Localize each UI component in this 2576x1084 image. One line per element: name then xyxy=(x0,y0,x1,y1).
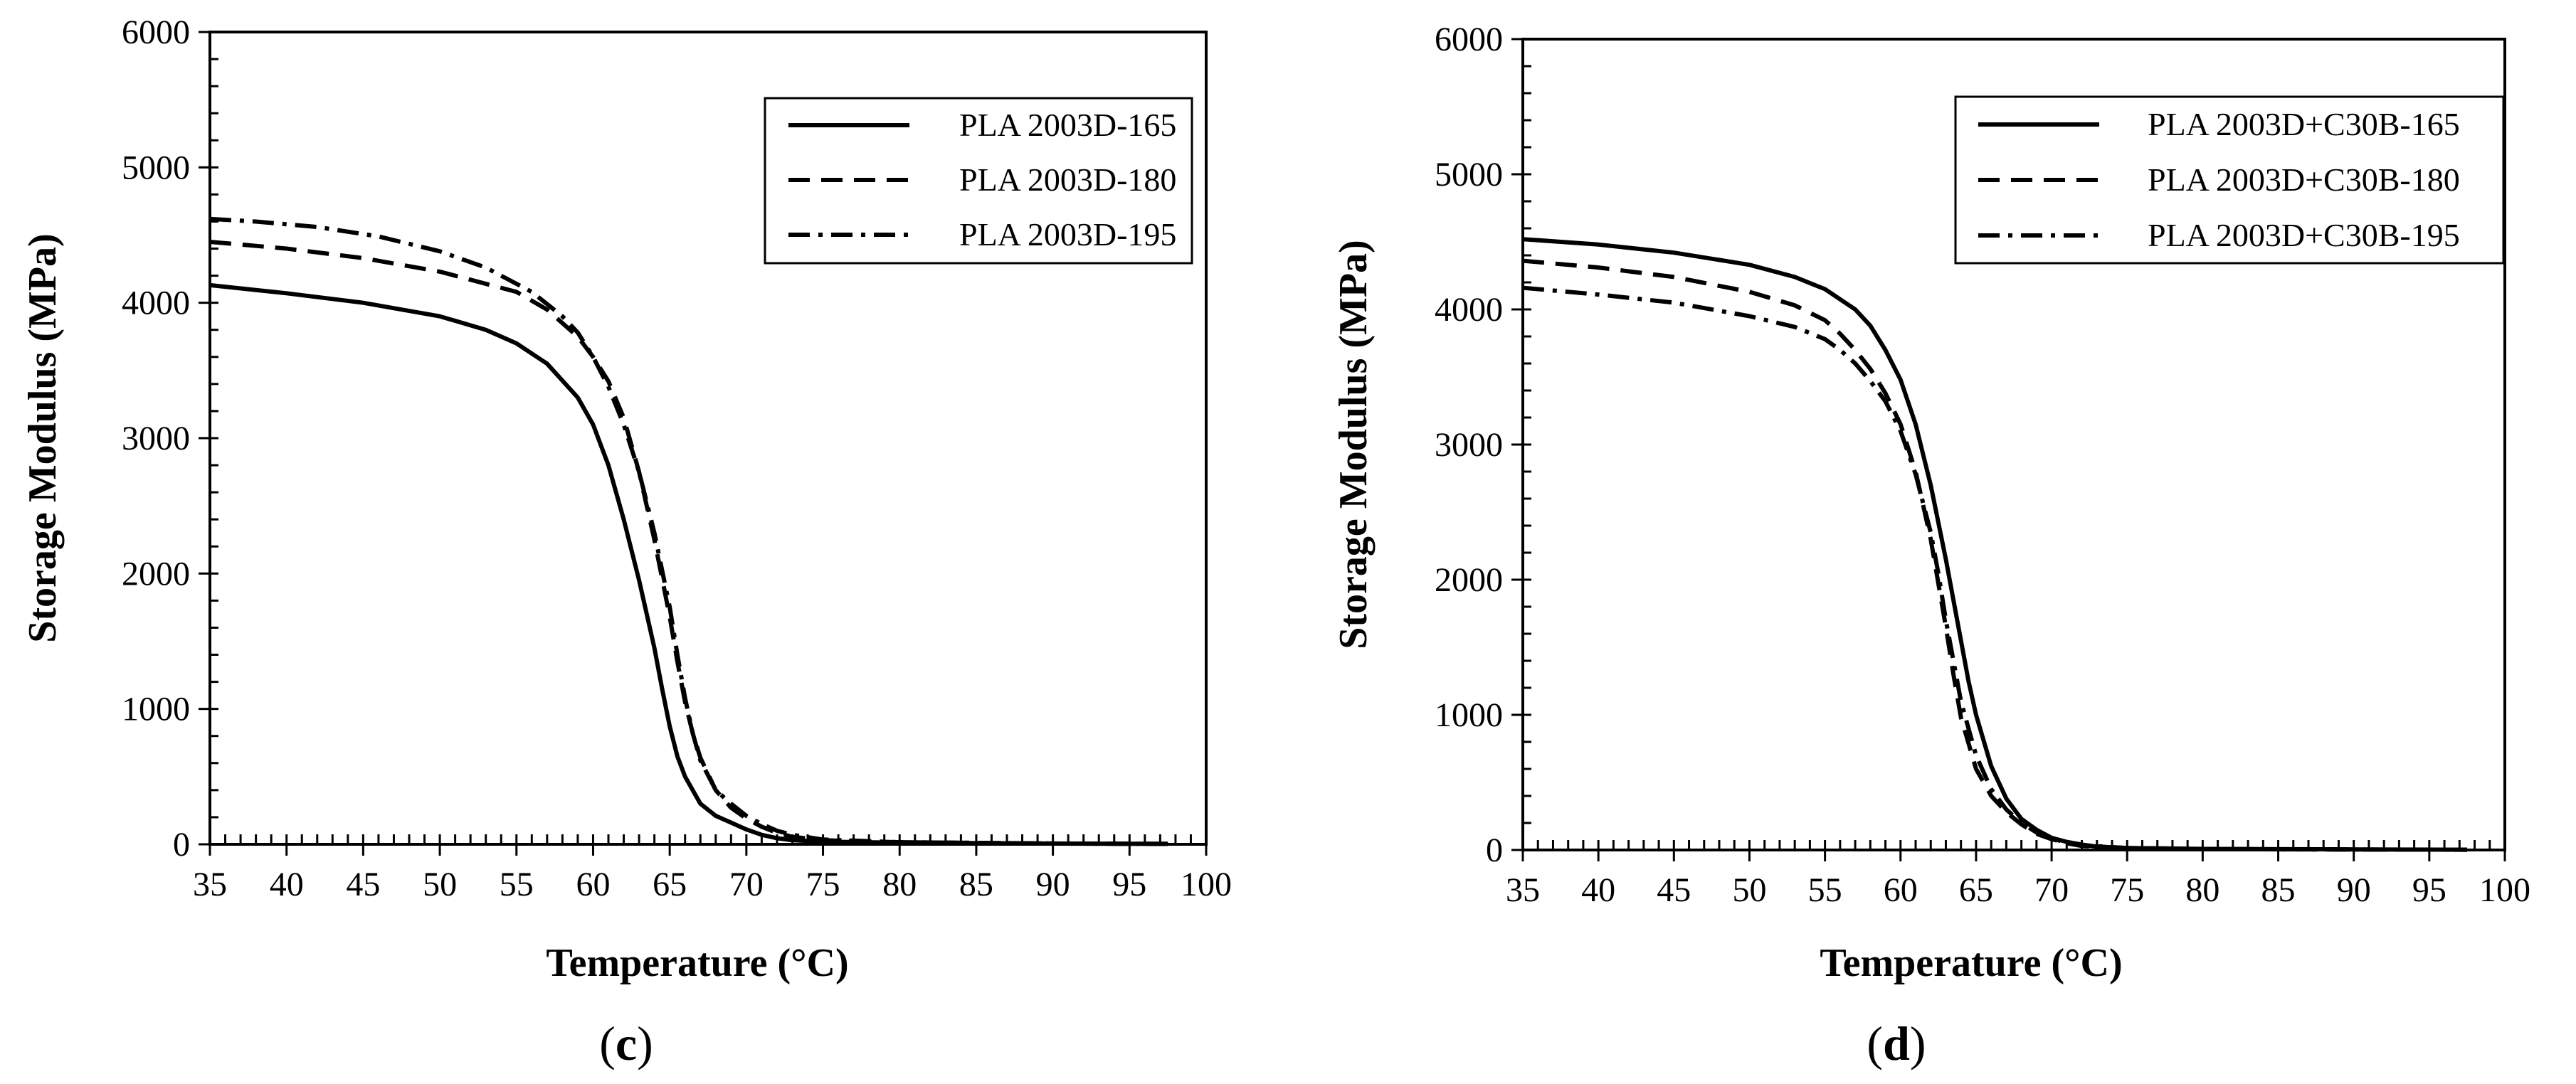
panel-label-letter: c xyxy=(616,1016,637,1070)
x-tick-label: 95 xyxy=(2412,871,2446,909)
x-axis-title: Temperature (°C) xyxy=(1820,941,2122,985)
y-tick-label: 5000 xyxy=(1435,156,1503,193)
series-lines xyxy=(1522,237,2467,852)
x-tick-label: 35 xyxy=(193,866,227,903)
series-line-3 xyxy=(1522,285,2467,852)
x-tick-label: 55 xyxy=(1808,871,1842,909)
panel-label-open: ( xyxy=(599,1016,616,1070)
panel-label-close: ) xyxy=(1910,1016,1926,1070)
y-tick-label: 0 xyxy=(173,826,190,864)
x-tick-label: 100 xyxy=(2479,871,2530,909)
legend: PLA 2003D-165 PLA 2003D-180 PLA 2003D-19… xyxy=(764,97,1193,265)
y-tick-label: 6000 xyxy=(1435,21,1503,58)
y-tick-label: 3000 xyxy=(1435,426,1503,464)
x-tick-label: 90 xyxy=(1036,866,1070,903)
x-tick-label: 95 xyxy=(1112,866,1146,903)
y-tick-label: 4000 xyxy=(122,285,190,322)
x-tick-label: 85 xyxy=(2261,871,2296,909)
chart-panel-d: 35 40 45 50 55 60 65 70 75 80 85 90 95 10001000200030… xyxy=(1331,21,2530,1070)
chart-panel-c: 35 40 45 50 55 60 65 70 75 80 85 90 95 10001000200030… xyxy=(21,14,1232,1070)
y-tick-label: 6000 xyxy=(122,14,190,51)
legend-entry-3: PLA 2003D+C30B-195 xyxy=(2148,217,2460,253)
x-tick-label: 75 xyxy=(806,866,840,903)
x-tick-label: 50 xyxy=(1732,871,1766,909)
y-tick-label: 3000 xyxy=(122,420,190,457)
y-tick-label: 5000 xyxy=(122,149,190,186)
x-tick-label: 80 xyxy=(882,866,917,903)
series-line-1 xyxy=(209,282,1168,846)
axis-ticks: 35 40 45 50 55 60 65 70 75 80 85 90 95 10001000200030… xyxy=(1435,21,2530,909)
x-axis-title: Temperature (°C) xyxy=(546,941,848,985)
y-tick-label: 2000 xyxy=(1435,561,1503,599)
panel-label-open: ( xyxy=(1867,1016,1883,1070)
panel-label-close: ) xyxy=(637,1016,653,1070)
legend-entry-2: PLA 2003D-180 xyxy=(959,161,1176,198)
x-tick-label: 100 xyxy=(1181,866,1232,903)
x-tick-label: 40 xyxy=(270,866,304,903)
x-tick-label: 85 xyxy=(959,866,993,903)
x-tick-label: 40 xyxy=(1581,871,1615,909)
x-tick-label: 90 xyxy=(2337,871,2371,909)
legend-entry-3: PLA 2003D-195 xyxy=(959,216,1176,253)
legend-entry-1: PLA 2003D+C30B-165 xyxy=(2148,106,2460,142)
series-lines xyxy=(209,216,1168,846)
x-tick-label: 60 xyxy=(576,866,610,903)
y-tick-label: 0 xyxy=(1486,831,1503,869)
y-axis-title: Storage Modulus (MPa) xyxy=(1331,240,1376,649)
series-line-1 xyxy=(1522,237,2467,852)
x-tick-label: 65 xyxy=(653,866,687,903)
x-tick-label: 80 xyxy=(2185,871,2219,909)
y-tick-label: 2000 xyxy=(122,555,190,593)
y-tick-label: 1000 xyxy=(1435,696,1503,734)
y-tick-label: 1000 xyxy=(122,691,190,728)
legend: PLA 2003D+C30B-165 PLA 2003D+C30B-180 PL… xyxy=(1954,95,2505,265)
x-tick-label: 60 xyxy=(1884,871,1918,909)
series-line-2 xyxy=(209,240,1168,846)
panel-label: (c) xyxy=(599,1016,653,1070)
x-tick-label: 75 xyxy=(2110,871,2144,909)
x-tick-label: 70 xyxy=(729,866,764,903)
panel-label-letter: d xyxy=(1883,1016,1910,1070)
legend-entry-1: PLA 2003D-165 xyxy=(959,107,1176,143)
series-line-3 xyxy=(209,216,1168,846)
x-tick-label: 35 xyxy=(1506,871,1540,909)
axis-ticks: 35 40 45 50 55 60 65 70 75 80 85 90 95 10001000200030… xyxy=(122,14,1232,903)
x-tick-label: 55 xyxy=(500,866,534,903)
x-tick-label: 45 xyxy=(346,866,380,903)
y-axis-title: Storage Modulus (MPa) xyxy=(21,233,65,643)
x-tick-label: 70 xyxy=(2034,871,2069,909)
panel-label: (d) xyxy=(1867,1016,1926,1070)
x-tick-label: 50 xyxy=(423,866,457,903)
legend-entry-2: PLA 2003D+C30B-180 xyxy=(2148,161,2460,198)
series-line-2 xyxy=(1522,258,2467,852)
x-tick-label: 45 xyxy=(1657,871,1691,909)
y-tick-label: 4000 xyxy=(1435,291,1503,329)
x-tick-label: 65 xyxy=(1959,871,1993,909)
